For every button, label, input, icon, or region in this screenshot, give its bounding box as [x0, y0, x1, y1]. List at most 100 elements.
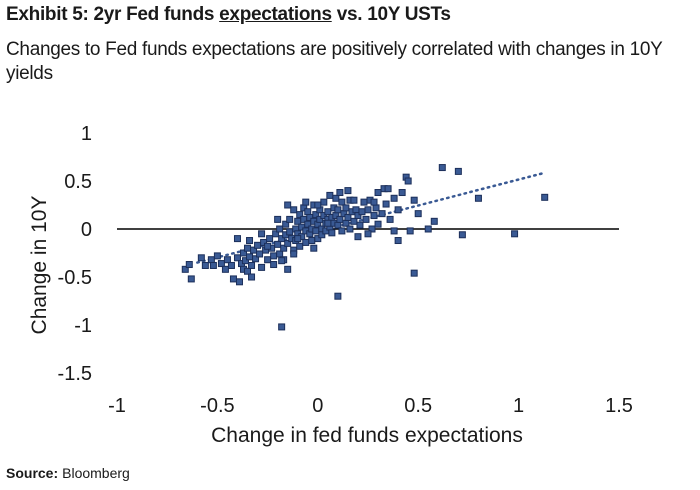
data-point — [384, 185, 392, 193]
data-point — [382, 200, 390, 208]
x-tick-label: 1.5 — [605, 395, 633, 417]
data-point — [390, 227, 398, 235]
data-point — [294, 217, 302, 225]
data-point — [244, 267, 252, 275]
data-point — [414, 210, 422, 218]
data-point — [296, 211, 304, 219]
data-point — [312, 227, 320, 235]
data-point — [410, 269, 418, 277]
data-point — [346, 225, 354, 233]
data-point — [332, 194, 340, 202]
data-point — [324, 219, 332, 227]
data-point — [233, 254, 241, 262]
data-point — [260, 238, 268, 246]
data-point — [276, 250, 284, 258]
data-point — [334, 206, 342, 214]
data-point — [342, 204, 350, 212]
source-value: Bloomberg — [62, 465, 130, 481]
y-axis-label: Change in 10Y — [28, 196, 51, 335]
data-point — [187, 275, 195, 283]
data-point — [326, 191, 334, 199]
data-point — [258, 230, 266, 238]
data-point — [286, 228, 294, 236]
data-point — [278, 323, 286, 331]
chart-title: Exhibit 5: 2yr Fed funds expectations vs… — [6, 4, 451, 25]
data-point — [308, 237, 316, 245]
data-point — [334, 221, 342, 229]
data-point — [244, 244, 252, 252]
data-point — [197, 254, 205, 262]
data-point — [242, 257, 250, 265]
data-point — [274, 215, 282, 223]
data-point — [410, 196, 418, 204]
data-point — [270, 252, 278, 260]
data-point — [374, 220, 382, 228]
data-point — [398, 189, 406, 197]
data-point — [254, 241, 262, 249]
data-point — [336, 215, 344, 223]
data-point — [290, 206, 298, 214]
data-point — [217, 260, 225, 268]
data-point — [362, 215, 370, 223]
data-point — [207, 256, 215, 264]
data-point — [364, 230, 372, 238]
x-axis-label: Change in fed funds expectations — [211, 424, 523, 447]
data-point — [324, 208, 332, 216]
data-point — [223, 256, 231, 264]
x-tick-label: -1 — [108, 395, 126, 417]
data-point — [302, 198, 310, 206]
data-point — [181, 265, 189, 273]
data-point — [316, 215, 324, 223]
data-point — [240, 249, 248, 257]
data-point — [360, 198, 368, 206]
data-point — [233, 235, 241, 243]
data-point — [320, 198, 328, 206]
data-point — [282, 220, 290, 228]
data-point — [278, 235, 286, 243]
data-point — [370, 198, 378, 206]
data-point — [338, 227, 346, 235]
data-point — [342, 219, 350, 227]
data-point — [394, 237, 402, 245]
data-point — [474, 194, 482, 202]
data-point — [394, 206, 402, 214]
data-point — [246, 253, 254, 261]
data-point — [318, 231, 326, 239]
data-point — [185, 261, 193, 269]
data-point — [264, 242, 272, 250]
data-point — [266, 235, 274, 243]
y-tick-label: -1.5 — [58, 363, 92, 385]
data-point — [256, 250, 264, 258]
data-point — [458, 231, 466, 239]
title-underlined-word: expectations — [219, 4, 332, 25]
data-point — [368, 225, 376, 233]
data-point — [290, 250, 298, 258]
data-point — [386, 215, 394, 223]
data-point — [252, 255, 260, 263]
data-point — [213, 252, 221, 260]
y-tick-label: -0.5 — [58, 267, 92, 289]
data-point — [350, 196, 358, 204]
data-point — [354, 233, 362, 241]
data-point — [286, 215, 294, 223]
data-point — [280, 244, 288, 252]
data-point — [284, 239, 292, 247]
data-point — [378, 210, 386, 218]
scatter-points — [181, 164, 549, 331]
x-tick-label: 0 — [312, 395, 323, 417]
data-point — [221, 265, 229, 273]
data-point — [250, 246, 258, 254]
data-point — [229, 275, 237, 283]
data-point — [272, 230, 280, 238]
data-point — [344, 213, 352, 221]
data-point — [264, 256, 272, 264]
data-point — [209, 261, 217, 269]
source-note: Source: Bloomberg — [6, 465, 130, 481]
x-tick-label: 0.5 — [404, 395, 432, 417]
data-point — [352, 206, 360, 214]
data-point — [374, 189, 382, 197]
data-point — [370, 212, 378, 220]
data-point — [358, 208, 366, 216]
y-tick-labels: 1 0.5 0 -0.5 -1 -1.5 — [58, 123, 92, 385]
data-point — [430, 217, 438, 225]
